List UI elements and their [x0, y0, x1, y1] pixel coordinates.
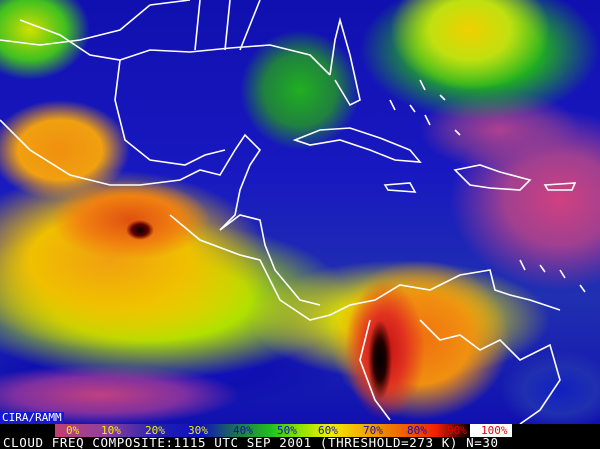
lesser-antilles — [519, 259, 586, 293]
us-border — [0, 0, 261, 51]
legend-gradient — [55, 424, 470, 437]
legend-label-70: 70% — [363, 424, 383, 437]
jamaica — [383, 182, 417, 193]
legend-label-20: 20% — [145, 424, 165, 437]
coastlines-overlay — [0, 0, 586, 424]
legend-label-30: 30% — [188, 424, 208, 437]
central-america-caribbean — [219, 214, 321, 306]
legend-label-40: 40% — [233, 424, 253, 437]
florida — [329, 16, 361, 107]
legend-label-0: 0% — [66, 424, 80, 437]
south-america — [359, 319, 561, 424]
gulf-coast — [19, 19, 331, 76]
legend-label-100: 100% — [481, 424, 508, 437]
bahamas — [389, 79, 461, 136]
image-caption: CLOUD FREQ COMPOSITE:1115 UTC SEP 2001 (… — [3, 435, 499, 449]
legend-label-50: 50% — [277, 424, 297, 437]
legend-label-90: 90% — [447, 424, 467, 437]
hispaniola — [453, 164, 532, 191]
legend-label-60: 60% — [318, 424, 338, 437]
legend-label-80: 80% — [407, 424, 427, 437]
color-legend: 0% 10% 20% 30% 40% 50% 60% 70% 80% 90% 1… — [0, 424, 600, 437]
puerto-rico — [543, 182, 577, 191]
cloud-frequency-map — [0, 0, 600, 424]
source-badge: CIRA/RAMM — [0, 411, 64, 424]
legend-100-swatch — [470, 424, 512, 437]
mexico-gulf-coast — [114, 59, 226, 166]
cuba — [292, 127, 422, 163]
legend-label-10: 10% — [101, 424, 121, 437]
central-america — [169, 214, 561, 321]
mexico-coast — [0, 119, 262, 231]
